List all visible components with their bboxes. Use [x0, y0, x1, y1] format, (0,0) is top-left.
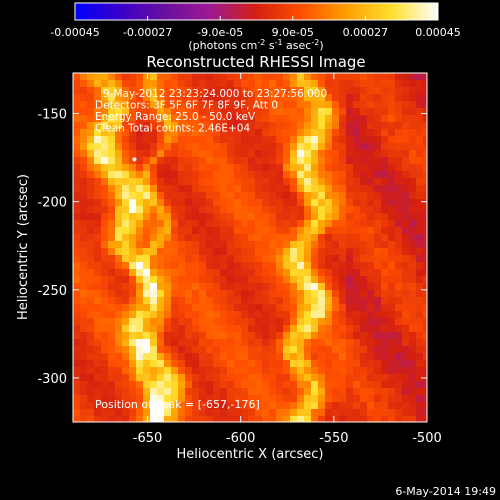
y-tick-label: -250	[37, 284, 67, 299]
x-tick-label: -500	[412, 431, 442, 446]
colorbar-tick-label: -0.00027	[123, 26, 172, 39]
y-tick-label: -300	[37, 372, 67, 387]
y-axis-label: Heliocentric Y (arcsec)	[16, 174, 31, 320]
x-tick-label: -550	[319, 431, 349, 446]
footer-timestamp: 6-May-2014 19:49	[395, 485, 496, 498]
annotation-line: Clean Total counts: 2.46E+04	[95, 123, 250, 135]
colorbar-tick-label: 0.00027	[343, 26, 389, 39]
x-tick-label: -600	[226, 431, 256, 446]
colorbar-tick-label: 9.0e-05	[272, 26, 314, 39]
colorbar	[74, 2, 439, 21]
chart-title: Reconstructed RHESSI Image	[146, 53, 365, 71]
annotation-line: 9-May-2012 23:23:24.000 to 23:27:56.000	[103, 88, 327, 100]
colorbar-tick-label: -0.00045	[50, 26, 99, 39]
x-tick-label: -650	[133, 431, 163, 446]
colorbar-ticks: -0.00045 -0.00027 -9.0e-05 9.0e-05 0.00027 0.…	[50, 16, 461, 39]
plot-frame	[72, 72, 428, 423]
colorbar-unit-label: (photons cm-2 s-1 asec-2)	[188, 38, 323, 52]
observation-annotations: 9-May-2012 23:23:24.000 to 23:27:56.000D…	[95, 88, 327, 135]
peak-marker	[132, 157, 137, 162]
y-axis-ticks: -150 -200 -250 -300	[37, 108, 427, 387]
peak-position-label: Position of Peak = [-657,-176]	[95, 398, 260, 411]
colorbar-tick-label: 0.00045	[415, 26, 461, 39]
colorbar-tick-label: -9.0e-05	[197, 26, 243, 39]
y-tick-label: -200	[37, 196, 67, 211]
x-axis-ticks: -650 -600 -550 -500	[133, 73, 442, 446]
y-tick-label: -150	[37, 108, 67, 123]
heatmap-image	[73, 73, 427, 422]
annotation-line: Detectors: 3F 5F 6F 7F 8F 9F, Att 0	[95, 100, 278, 112]
x-axis-label: Heliocentric X (arcsec)	[177, 447, 324, 462]
annotation-line: Energy Range: 25.0 - 50.0 keV	[95, 111, 256, 123]
